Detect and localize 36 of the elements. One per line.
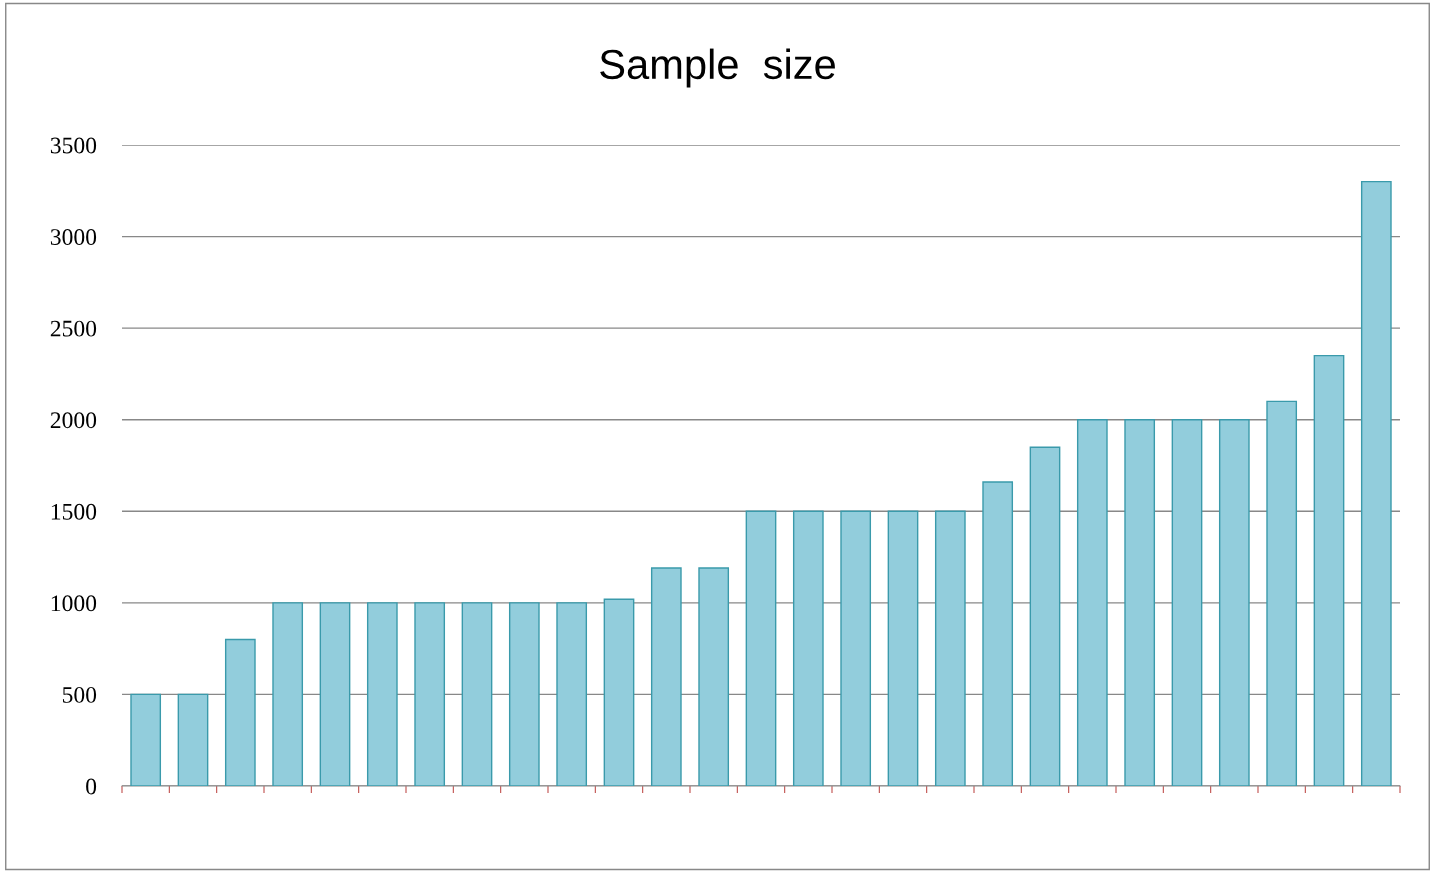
bar: [650, 567, 682, 786]
bar: [556, 602, 588, 786]
bar: [461, 602, 493, 786]
y-tick-label: 2000: [50, 412, 97, 429]
bar: [1171, 419, 1203, 786]
bar: [698, 567, 730, 786]
bar: [792, 510, 824, 786]
y-tick-label: 0: [86, 778, 97, 795]
bar: [982, 481, 1014, 786]
bar: [1029, 446, 1061, 786]
bar: [319, 602, 351, 786]
bar: [366, 602, 398, 786]
y-tick-label: 1000: [51, 595, 97, 612]
bar: [603, 598, 635, 786]
bar: [177, 693, 209, 786]
y-tick-label: 1500: [51, 503, 97, 520]
bar: [1124, 419, 1156, 786]
y-tick-label: 500: [62, 686, 97, 703]
bar: [272, 602, 304, 786]
bar: [1076, 419, 1108, 786]
bar: [934, 510, 966, 786]
bar: [745, 510, 777, 786]
bar: [887, 510, 919, 786]
bar: [1313, 354, 1345, 786]
bar: [414, 602, 446, 786]
bar: [1266, 400, 1298, 786]
bar: [1360, 180, 1392, 786]
y-tick-label: 2500: [50, 320, 97, 337]
y-tick-label: 3000: [50, 229, 97, 245]
y-tick-label: 3500: [50, 137, 97, 154]
bar: [130, 693, 162, 786]
bar: [840, 510, 872, 786]
chart-title: Sample size: [600, 48, 835, 88]
bar: [508, 602, 540, 786]
bar: [224, 638, 256, 786]
bar: [1218, 419, 1250, 786]
